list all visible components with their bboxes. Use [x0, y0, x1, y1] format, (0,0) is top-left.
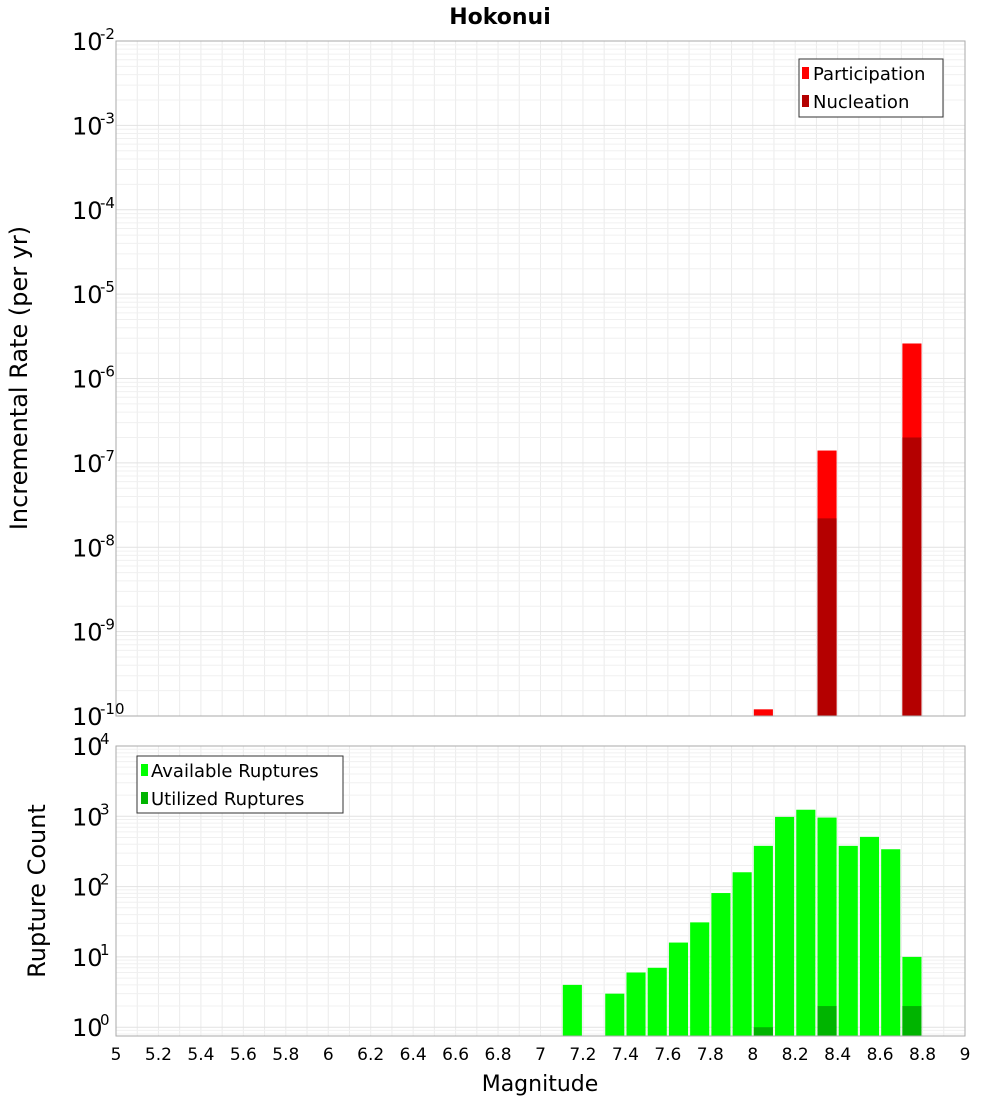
legend-swatch-available [141, 764, 148, 776]
x-tick-label: 6.8 [485, 1045, 512, 1065]
top-y-tick-label: 10 [72, 197, 103, 225]
x-tick-label: 5.2 [145, 1045, 172, 1065]
bar-available-ruptures [881, 849, 901, 1036]
bottom-y-tick-exponent: 0 [100, 1011, 110, 1029]
bar-participation [753, 709, 773, 716]
x-tick-label: 5.8 [272, 1045, 299, 1065]
top-y-tick-exponent: -10 [100, 700, 125, 718]
x-tick-label: 5 [111, 1045, 122, 1065]
bottom-y-axis-label: Rupture Count [23, 804, 51, 978]
legend-label-utilized: Utilized Ruptures [151, 789, 304, 810]
bottom-y-tick-label: 10 [72, 803, 103, 831]
bar-available-ruptures [647, 967, 667, 1036]
bar-available-ruptures [732, 872, 752, 1036]
bar-utilized-ruptures [817, 1006, 837, 1036]
top-y-tick-exponent: -5 [100, 278, 115, 296]
top-plot: 10-210-310-410-510-610-710-810-910-10 In… [5, 25, 966, 731]
bottom-legend-box [136, 755, 344, 814]
bottom-y-tick-exponent: 4 [100, 730, 110, 748]
top-y-tick-exponent: -3 [100, 109, 115, 127]
chart-title: Hokonui [449, 5, 551, 30]
x-tick-label: 6.4 [400, 1045, 427, 1065]
bar-available-ruptures [711, 893, 731, 1036]
x-tick-label: 8.4 [824, 1045, 851, 1065]
bottom-y-tick-exponent: 1 [100, 941, 110, 959]
x-tick-label: 7 [535, 1045, 546, 1065]
top-legend: Participation Nucleation [798, 58, 944, 118]
x-tick-label: 8 [747, 1045, 758, 1065]
top-y-tick-exponent: -8 [100, 531, 115, 549]
legend-swatch-participation [802, 67, 809, 79]
top-plot-bars [753, 343, 922, 716]
top-y-tick-label: 10 [72, 366, 103, 394]
top-y-tick-label: 10 [72, 450, 103, 478]
bottom-y-tick-label: 10 [72, 1014, 103, 1042]
x-tick-label: 8.2 [782, 1045, 809, 1065]
x-tick-label: 7.4 [612, 1045, 639, 1065]
bottom-y-tick-label: 10 [72, 874, 103, 902]
bottom-plot-border [115, 745, 966, 1037]
legend-swatch-nucleation [802, 95, 809, 107]
x-tick-label: 6 [323, 1045, 334, 1065]
bar-utilized-ruptures [753, 1027, 773, 1036]
bottom-plot-bars [562, 809, 922, 1036]
x-tick-label: 5.4 [187, 1045, 214, 1065]
x-tick-label: 7.6 [654, 1045, 681, 1065]
top-y-tick-exponent: -2 [100, 25, 115, 43]
top-y-tick-label: 10 [72, 534, 103, 562]
x-axis-label: Magnitude [482, 1072, 599, 1097]
top-legend-box [798, 58, 944, 118]
top-y-tick-exponent: -7 [100, 447, 115, 465]
bar-available-ruptures [562, 984, 582, 1036]
bar-available-ruptures [690, 922, 710, 1036]
x-tick-label: 6.2 [357, 1045, 384, 1065]
top-y-tick-label: 10 [72, 281, 103, 309]
bar-available-ruptures [605, 993, 625, 1036]
bar-available-ruptures [775, 816, 795, 1036]
bar-utilized-ruptures [902, 1006, 922, 1036]
top-plot-border [115, 40, 966, 717]
top-y-tick-label: 10 [72, 703, 103, 731]
bar-available-ruptures [859, 836, 880, 1036]
x-tick-label: 6.6 [442, 1045, 469, 1065]
x-tick-label: 5.6 [230, 1045, 257, 1065]
top-y-tick-exponent: -9 [100, 616, 115, 634]
top-plot-grid [116, 41, 965, 716]
bottom-y-tick-label: 10 [72, 944, 103, 972]
top-y-axis-label: Incremental Rate (per yr) [5, 226, 33, 530]
top-y-tick-exponent: -4 [100, 194, 115, 212]
legend-label-participation: Participation [813, 64, 925, 85]
bottom-y-tick-exponent: 3 [100, 800, 110, 818]
x-tick-label: 7.2 [569, 1045, 596, 1065]
bar-available-ruptures [838, 845, 858, 1036]
bar-available-ruptures [668, 942, 689, 1036]
bottom-legend: Available Ruptures Utilized Ruptures [136, 755, 344, 814]
x-tick-label: 8.8 [909, 1045, 936, 1065]
top-y-tick-label: 10 [72, 112, 103, 140]
legend-label-available: Available Ruptures [151, 761, 319, 782]
bottom-y-tick-exponent: 2 [100, 871, 110, 889]
bottom-y-tick-label: 10 [72, 733, 103, 761]
top-y-tick-label: 10 [72, 28, 103, 56]
bar-available-ruptures [626, 972, 646, 1036]
x-tick-label: 7.8 [697, 1045, 724, 1065]
bar-nucleation [902, 437, 922, 716]
top-y-tick-exponent: -6 [100, 363, 115, 381]
legend-label-nucleation: Nucleation [813, 92, 909, 113]
x-tick-label: 9 [960, 1045, 971, 1065]
legend-swatch-utilized [141, 792, 148, 804]
bar-nucleation [817, 518, 837, 716]
bar-available-ruptures [753, 845, 773, 1036]
bar-available-ruptures [817, 817, 837, 1036]
x-tick-labels: 5 5.2 5.4 5.6 5.8 6 6.2 6.4 6.6 6.8 7 7.2 7.4 7.6 7.8 8… [111, 1045, 971, 1065]
bar-available-ruptures [796, 809, 816, 1036]
top-y-tick-labels: 10-210-310-410-510-610-710-810-910-10 [72, 25, 125, 731]
x-tick-label: 8.6 [867, 1045, 894, 1065]
top-y-tick-label: 10 [72, 619, 103, 647]
